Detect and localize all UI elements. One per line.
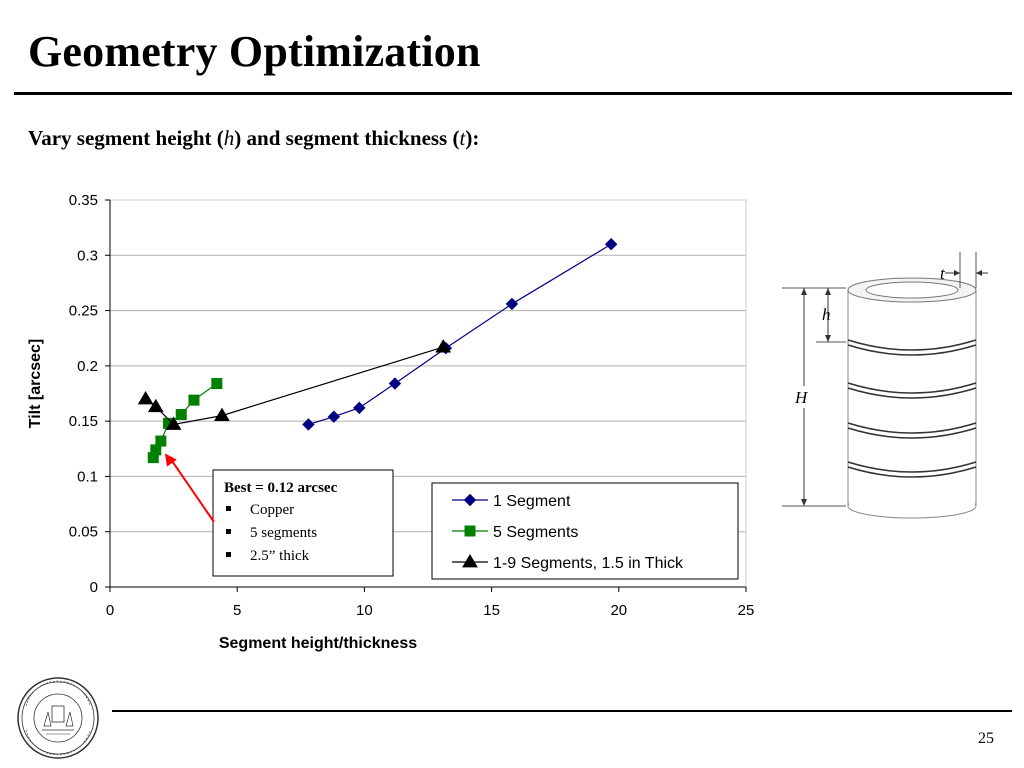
mit-seal-logo — [17, 677, 99, 759]
dimension-t: t — [940, 252, 988, 288]
legend: 1 Segment 5 Segments 1-9 Segments, 1.5 in … — [431, 482, 739, 580]
annotation-arrowhead — [164, 453, 177, 467]
x-axis-label: Segment height/thickness — [219, 635, 417, 652]
y-axis-label: Tilt [arcsec] — [27, 339, 44, 429]
slide-title: Geometry Optimization — [28, 27, 481, 76]
x-tick-label: 25 — [738, 602, 755, 619]
subtitle-text-2: ) and segment thickness ( — [234, 126, 460, 150]
data-point — [302, 418, 315, 431]
y-tick-label: 0.35 — [69, 192, 98, 209]
legend-item: 1 Segment — [452, 493, 571, 510]
data-point — [175, 409, 187, 421]
best-annotation: Best = 0.12 arcsec Copper 5 segments 2.5” t… — [164, 453, 394, 577]
data-point — [165, 416, 182, 430]
y-tick-label: 0.2 — [77, 358, 98, 375]
legend-label: 5 Segments — [493, 524, 578, 541]
data-point — [353, 401, 366, 415]
segmented-cylinder-diagram: t h H — [782, 252, 988, 519]
y-tick-label: 0.1 — [77, 468, 98, 485]
annotation-bullet-text: 5 segments — [250, 525, 317, 541]
dimension-h: h — [816, 287, 846, 343]
y-tick-label: 0.3 — [77, 247, 98, 264]
title-rule — [14, 92, 1012, 95]
footer-rule — [112, 710, 1012, 712]
series-3 — [137, 339, 452, 430]
y-tick-label: 0 — [90, 579, 98, 596]
annotation-title: Best = 0.12 arcsec — [224, 480, 338, 496]
tilt-chart: 0 0.05 0.1 0.15 0.2 0.25 0.3 0.35 0 5 10 15 20 25 Segm… — [27, 192, 755, 652]
x-tick-label: 20 — [610, 602, 627, 619]
legend-item: 1-9 Segments, 1.5 in Thick — [452, 554, 684, 572]
label-H: H — [794, 388, 809, 407]
series-2 — [147, 378, 223, 464]
annotation-bullet — [226, 529, 231, 534]
cylinder-body — [847, 277, 977, 519]
data-point — [327, 410, 341, 423]
legend-marker — [462, 554, 478, 568]
y-tick-label: 0.05 — [69, 524, 98, 541]
y-tick-label: 0.15 — [69, 413, 98, 430]
subtitle-var-t: t — [459, 126, 466, 150]
annotation-bullet — [226, 506, 231, 511]
annotation-box — [212, 469, 394, 577]
series-line — [308, 243, 612, 426]
annotation-bullet — [226, 552, 231, 557]
subtitle-text-1: Vary segment height ( — [28, 126, 224, 150]
page-number: 25 — [978, 730, 994, 747]
legend-label: 1-9 Segments, 1.5 in Thick — [493, 555, 684, 572]
x-tick-label: 10 — [356, 602, 373, 619]
legend-marker — [463, 493, 477, 507]
data-point — [137, 391, 154, 405]
x-tick-label: 15 — [483, 602, 500, 619]
data-point — [388, 377, 402, 390]
series-1 — [302, 238, 618, 431]
y-tick-label: 0.25 — [69, 303, 98, 320]
data-point — [505, 297, 519, 311]
label-h: h — [822, 305, 831, 324]
data-point — [211, 378, 223, 390]
legend-label: 1 Segment — [493, 493, 571, 510]
subtitle-text-3: ): — [465, 126, 480, 150]
subtitle-var-h: h — [223, 126, 235, 150]
annotation-bullet-text: 2.5” thick — [250, 548, 310, 564]
label-t: t — [940, 264, 946, 283]
annotation-arrow — [170, 458, 215, 523]
annotation-bullet-text: Copper — [250, 502, 294, 518]
legend-item: 5 Segments — [452, 524, 578, 541]
x-tick-label: 5 — [233, 602, 241, 619]
data-point — [147, 398, 164, 413]
dimension-H: H — [782, 287, 846, 507]
data-point — [155, 435, 167, 447]
data-point — [188, 394, 200, 406]
slide-subtitle: Vary segment height (h) and segment thic… — [28, 126, 479, 151]
data-point — [435, 339, 452, 353]
legend-marker — [464, 525, 476, 537]
data-point — [604, 238, 618, 251]
data-point — [214, 407, 230, 422]
x-tick-label: 0 — [106, 602, 114, 619]
